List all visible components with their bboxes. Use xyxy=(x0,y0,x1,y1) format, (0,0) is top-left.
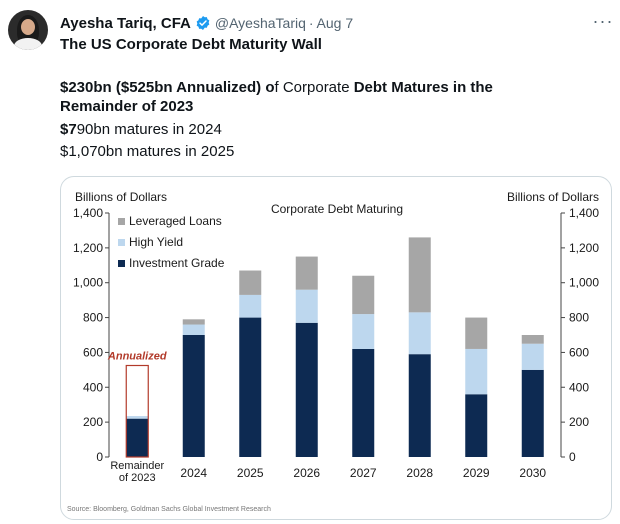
bar-segment-leveraged-loans xyxy=(182,319,205,325)
tweet-header: Ayesha Tariq, CFA @AyeshaTariq · Aug 7 xyxy=(60,12,353,34)
legend-label: High Yield xyxy=(129,235,183,249)
bar-segment-investment-grade xyxy=(408,354,431,457)
bar-segment-high-yield xyxy=(182,324,205,335)
x-tick-label: 2029 xyxy=(463,466,490,480)
bar-segment-high-yield xyxy=(295,289,318,323)
x-tick-label: 2024 xyxy=(180,466,207,480)
y-tick-label-left: 600 xyxy=(83,345,103,359)
chart-legend: Leveraged Loans High Yield Investment Grad… xyxy=(118,214,225,270)
avatar[interactable] xyxy=(8,10,48,50)
tweet-line-3: $790bn matures in 2024 xyxy=(60,121,222,138)
y-axis-label-right: Billions of Dollars xyxy=(507,190,599,204)
y-tick-label-right: 800 xyxy=(569,311,589,325)
more-options-icon[interactable]: ··· xyxy=(592,10,614,31)
author-handle[interactable]: @AyeshaTariq xyxy=(214,15,306,31)
bar-segment-leveraged-loans xyxy=(295,256,318,290)
x-tick-label: 2026 xyxy=(293,466,320,480)
y-tick-label-left: 0 xyxy=(96,450,103,464)
tweet-line-3-bold: $7 xyxy=(60,121,77,138)
annualized-outline-bar xyxy=(125,364,149,458)
bar-segment-leveraged-loans xyxy=(465,317,488,349)
bar-segment-high-yield xyxy=(465,348,488,395)
x-tick-label: 2025 xyxy=(237,466,264,480)
tweet-line-1-bold-a: $230bn ($525bn Annualized) o xyxy=(60,79,275,96)
y-tick-label-left: 1,000 xyxy=(73,276,103,290)
tweet-title: The US Corporate Debt Maturity Wall xyxy=(60,36,322,53)
bar-segment-high-yield xyxy=(352,314,375,349)
avatar-face xyxy=(21,19,35,35)
y-tick-label-left: 400 xyxy=(83,380,103,394)
x-axis-labels: Remainder of 2023 2024 2025 2026 2027 2028 2029… xyxy=(110,460,546,484)
bar-segment-investment-grade xyxy=(126,418,149,457)
bar-segment-high-yield xyxy=(126,416,149,419)
bar-segment-high-yield xyxy=(239,294,262,318)
tweet-line-2: Remainder of 2023 xyxy=(60,98,194,115)
tweet-media-chart[interactable]: Billions of Dollars Billions of Dollars … xyxy=(60,176,612,520)
y-tick-label-right: 400 xyxy=(569,380,589,394)
chart-source: Source: Bloomberg, Goldman Sachs Global … xyxy=(67,506,271,513)
bars-group: Annualized xyxy=(107,237,544,458)
author-name[interactable]: Ayesha Tariq, CFA xyxy=(60,14,191,32)
bar-segment-leveraged-loans xyxy=(352,275,375,315)
y-tick-label-right: 1,000 xyxy=(569,276,599,290)
y-tick-label-left: 1,400 xyxy=(73,206,103,220)
x-tick-label: 2027 xyxy=(350,466,377,480)
tweet-line-1-regular: f Corporate xyxy=(274,79,354,96)
annualized-label: Annualized xyxy=(107,351,167,363)
verified-badge-icon xyxy=(196,16,210,30)
y-tick-label-left: 200 xyxy=(83,415,103,429)
bar-segment-investment-grade xyxy=(465,394,488,457)
legend-label: Leveraged Loans xyxy=(129,214,222,228)
bar-segment-investment-grade xyxy=(182,335,205,457)
legend-label: Investment Grade xyxy=(129,256,225,270)
bar-segment-investment-grade xyxy=(295,322,318,457)
tweet-line-4: $1,070bn matures in 2025 xyxy=(60,143,235,160)
y-tick-label-left: 800 xyxy=(83,311,103,325)
bar-segment-leveraged-loans xyxy=(408,237,431,313)
separator-dot: · xyxy=(308,15,314,31)
legend-swatch-investment-grade xyxy=(118,260,125,267)
bar-segment-high-yield xyxy=(521,343,544,370)
avatar-body xyxy=(14,38,42,50)
debt-maturity-chart: Billions of Dollars Billions of Dollars … xyxy=(67,190,599,513)
y-tick-label-right: 200 xyxy=(569,415,589,429)
tweet-line-3-regular: 90bn matures in 2024 xyxy=(76,121,222,138)
y-tick-label-right: 1,400 xyxy=(569,206,599,220)
tweet-line-1-bold-b: Debt Matures in the xyxy=(353,79,493,96)
y-tick-label-right: 1,200 xyxy=(569,241,599,255)
y-tick-label-right: 600 xyxy=(569,345,589,359)
y-tick-label-right: 0 xyxy=(569,450,576,464)
x-tick-label: Remainder of 2023 xyxy=(110,460,164,484)
bar-segment-investment-grade xyxy=(352,348,375,457)
bar-segment-leveraged-loans xyxy=(239,270,262,295)
y-axis-right: 0 200 400 600 800 1,000 1,200 1,400 xyxy=(560,206,599,464)
x-tick-label: 2030 xyxy=(519,466,546,480)
legend-swatch-high-yield xyxy=(118,239,125,246)
y-axis-label-left: Billions of Dollars xyxy=(75,190,167,204)
bar-segment-investment-grade xyxy=(521,369,544,457)
legend-swatch-leveraged-loans xyxy=(118,218,125,225)
y-tick-label-left: 1,200 xyxy=(73,241,103,255)
y-axis-left: 0 200 400 600 800 1,000 1,200 1,400 xyxy=(73,206,110,464)
tweet-line-1: $230bn ($525bn Annualized) of Corporate … xyxy=(60,78,493,98)
tweet-date[interactable]: Aug 7 xyxy=(316,15,354,31)
chart-title: Corporate Debt Maturing xyxy=(271,202,403,216)
bar-segment-high-yield xyxy=(408,312,431,355)
bar-segment-leveraged-loans xyxy=(521,335,544,344)
bar-segment-investment-grade xyxy=(239,317,262,457)
x-tick-label: 2028 xyxy=(406,466,433,480)
